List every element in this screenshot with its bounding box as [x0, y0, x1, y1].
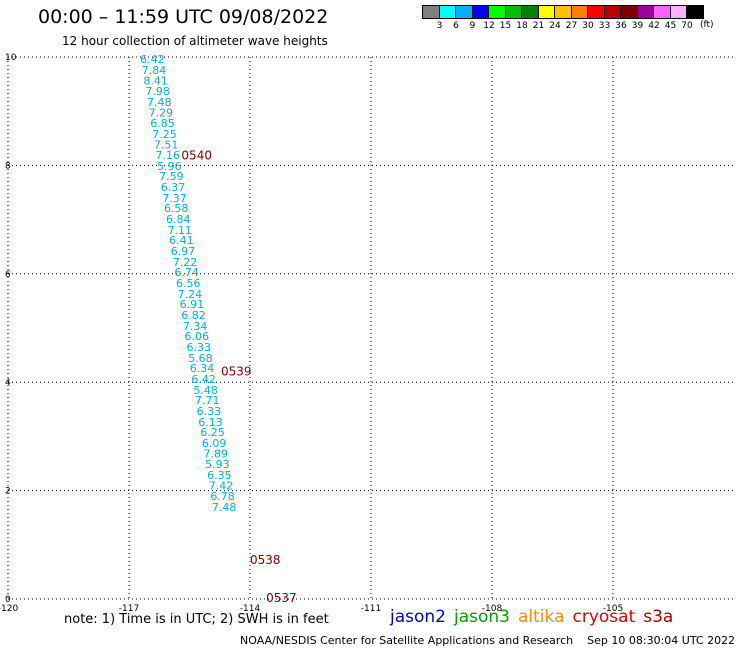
satellite-label: s3a: [643, 607, 674, 627]
data-point-label: 6.33: [197, 405, 222, 418]
color-scale-swatches: [422, 5, 704, 19]
credit-text: NOAA/NESDIS Center for Satellite Applica…: [240, 634, 574, 647]
data-point-label: 6.35: [207, 469, 232, 482]
data-point-label: 6.85: [150, 117, 175, 130]
satellite-legend: jason2 jason3 altika cryosat s3a: [390, 607, 681, 627]
data-point-label: 6.42: [140, 53, 165, 66]
data-point-label: 7.48: [147, 96, 172, 109]
data-point-label: 6.25: [200, 426, 225, 439]
data-point-label: 6.41: [169, 234, 194, 247]
footer-credit: NOAA/NESDIS Center for Satellite Applica…: [240, 634, 735, 647]
scale-label: 70: [681, 21, 693, 31]
y-tick-label: 4: [5, 378, 11, 388]
data-point-label: 6.34: [190, 362, 215, 375]
data-point-label: 6.58: [164, 202, 189, 215]
scale-label: 24: [549, 21, 561, 31]
data-point-label: 7.59: [159, 170, 184, 183]
scale-swatch: [686, 5, 704, 19]
satellite-label: cryosat: [572, 607, 636, 627]
chart-title: 00:00 – 11:59 UTC 09/08/2022: [38, 6, 329, 28]
x-tick-label: -114: [240, 604, 261, 614]
satellite-label: altika: [518, 607, 565, 627]
data-point-label: 7.22: [173, 256, 198, 269]
data-point-label: 6.91: [180, 298, 205, 311]
scale-unit: (ft): [700, 20, 714, 30]
scale-label: 27: [565, 21, 578, 31]
scale-label: 42: [648, 21, 660, 31]
data-point-label: 6.09: [202, 437, 227, 450]
data-point-label: 6.42: [191, 373, 216, 386]
data-point-label: 7.42: [209, 480, 234, 493]
color-scale-legend: 3 6 9 12 15 18 21 24 27 30 33 36 39 42 45 70: [422, 5, 704, 33]
scale-label: 6: [453, 21, 459, 31]
time-label: 0538: [250, 553, 281, 567]
data-point-label: 7.37: [162, 192, 187, 205]
data-point-label: 6.82: [181, 309, 206, 322]
scale-label: 21: [532, 21, 545, 31]
data-point-label: 7.34: [183, 320, 208, 333]
data-point-label: 6.97: [171, 245, 196, 258]
scale-label: 18: [516, 21, 528, 31]
data-point-label: 7.11: [168, 224, 193, 237]
satellite-label: jason3: [454, 607, 510, 627]
scale-label: 3: [436, 21, 443, 31]
data-point-label: 6.56: [176, 277, 201, 290]
satellite-label: jason2: [390, 607, 446, 627]
data-point-label: 5.48: [193, 384, 218, 397]
y-tick-label: 10: [5, 53, 17, 63]
scale-label: 36: [615, 21, 627, 31]
time-label: 0539: [221, 364, 252, 378]
data-point-label: 6.74: [174, 266, 199, 279]
scale-label: 9: [469, 21, 476, 31]
x-tick-label: -117: [119, 604, 139, 614]
y-tick-label: 0: [5, 595, 11, 605]
data-point-label: 7.51: [154, 138, 179, 151]
footer-note: note: 1) Time is in UTC; 2) SWH is in fe…: [64, 612, 329, 627]
x-tick-label: -120: [0, 604, 18, 614]
data-point-label: 7.71: [195, 394, 220, 407]
time-label: 0537: [266, 591, 297, 605]
data-point-label: 8.41: [143, 74, 168, 87]
data-point-label: 6.78: [210, 490, 235, 503]
data-point-label: 7.29: [149, 106, 174, 119]
data-point-label: 5.93: [205, 458, 230, 471]
data-point-label: 6.84: [166, 213, 191, 226]
x-tick-label: -105: [603, 604, 623, 614]
data-point-label: 7.98: [145, 85, 170, 98]
data-point-label: 7.16: [155, 149, 180, 162]
x-tick-label: -108: [482, 604, 503, 614]
data-point-label: 7.89: [203, 448, 228, 461]
data-point-label: 6.13: [198, 416, 223, 429]
time-label: 0540: [181, 149, 212, 163]
scale-label: 30: [582, 21, 594, 31]
y-tick-label: 6: [5, 270, 11, 280]
credit-timestamp: Sep 10 08:30:04 UTC 2022: [587, 634, 736, 647]
data-point-label: 7.48: [212, 501, 237, 514]
data-point-label: 6.33: [187, 341, 212, 354]
scale-label: 45: [664, 21, 677, 31]
data-point-label: 6.06: [185, 330, 210, 343]
scale-label: 39: [631, 21, 644, 31]
data-point-label: 7.25: [152, 128, 177, 141]
color-scale-labels: 3 6 9 12 15 18 21 24 27 30 33 36 39 42 45 70: [422, 19, 703, 33]
data-point-label: 7.84: [142, 64, 167, 77]
data-point-label: 5.68: [188, 352, 213, 365]
x-tick-label: -111: [361, 604, 381, 614]
data-point-label: 7.24: [178, 288, 203, 301]
scale-label: 12: [483, 21, 495, 31]
scale-label: 33: [598, 21, 611, 31]
data-point-label: 6.37: [161, 181, 186, 194]
y-tick-label: 8: [5, 161, 11, 171]
data-point-label: 5.96: [157, 160, 182, 173]
chart-subtitle: 12 hour collection of altimeter wave hei…: [62, 34, 328, 48]
scale-label: 15: [499, 21, 512, 31]
y-tick-label: 2: [5, 487, 11, 497]
